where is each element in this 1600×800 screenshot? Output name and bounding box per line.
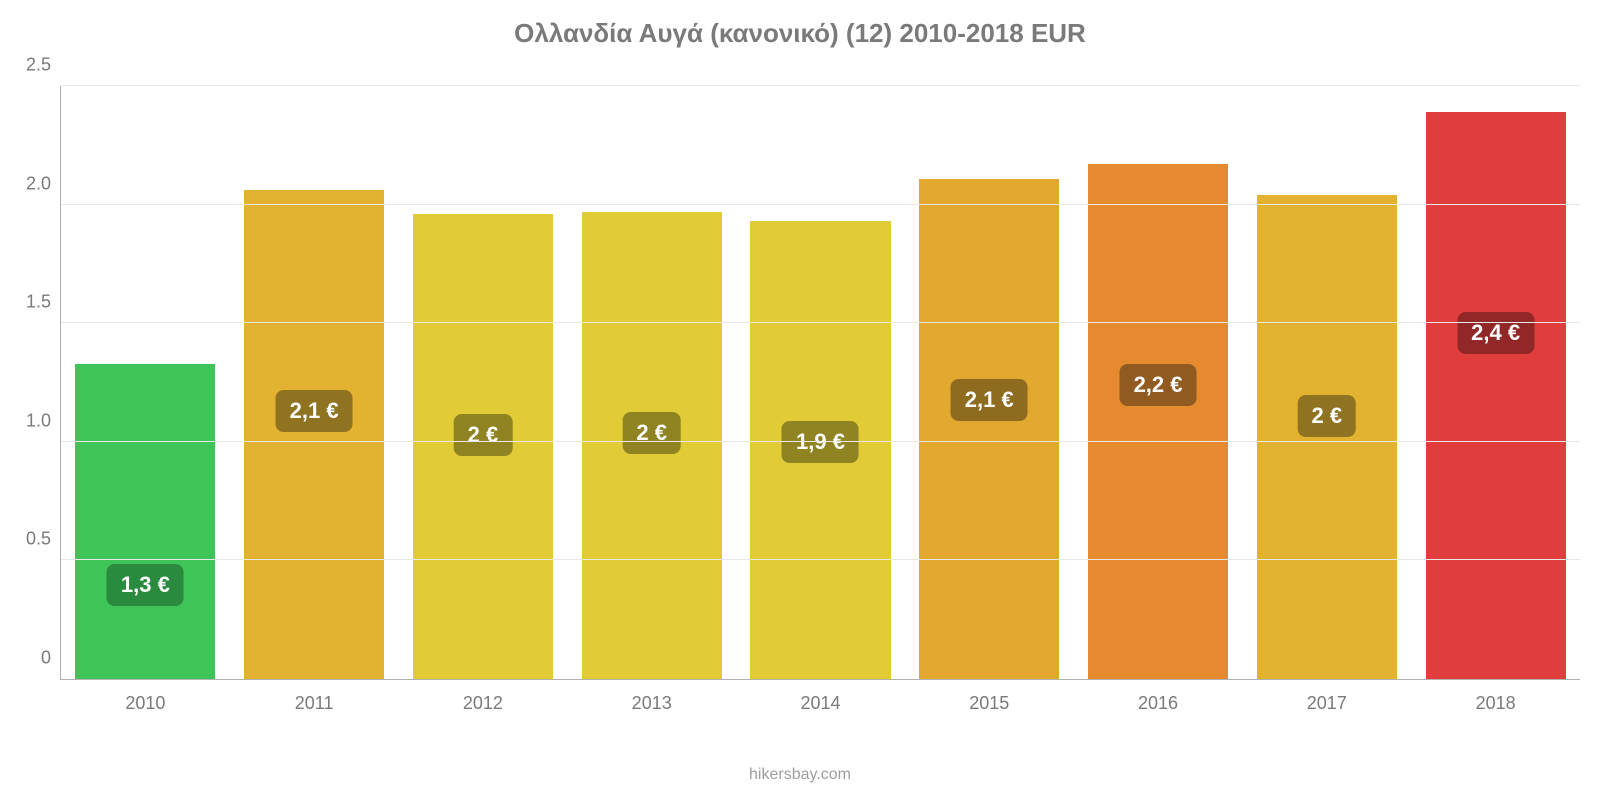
value-badge: 2 € [454, 414, 513, 456]
chart-container: Ολλανδία Αυγά (κανονικό) (12) 2010-2018 … [0, 0, 1600, 800]
y-tick-label: 1.0 [26, 410, 61, 431]
bar: 1,3 € [75, 364, 215, 679]
bar-slot: 2,2 €2016 [1074, 86, 1243, 679]
x-tick-label: 2017 [1307, 679, 1347, 714]
bar: 2,2 € [1088, 164, 1228, 679]
y-tick-label: 0.5 [26, 529, 61, 550]
x-tick-label: 2011 [295, 679, 334, 714]
gridline [61, 85, 1580, 86]
value-badge: 1,9 € [782, 421, 859, 463]
value-badge: 2 € [1298, 395, 1357, 437]
x-tick-label: 2018 [1476, 679, 1516, 714]
gridline [61, 322, 1580, 323]
x-tick-label: 2015 [969, 679, 1009, 714]
x-tick-label: 2014 [800, 679, 840, 714]
attribution-text: hikersbay.com [0, 766, 1600, 784]
x-tick-label: 2010 [125, 679, 165, 714]
bar-slot: 2 €2012 [399, 86, 568, 679]
chart-title: Ολλανδία Αυγά (κανονικό) (12) 2010-2018 … [0, 18, 1600, 49]
value-badge: 1,3 € [107, 564, 184, 606]
value-badge: 2,4 € [1457, 312, 1534, 354]
bar: 2 € [582, 212, 722, 679]
bars-layer: 1,3 €20102,1 €20112 €20122 €20131,9 €201… [61, 86, 1580, 679]
value-badge: 2,1 € [951, 379, 1028, 421]
bar-slot: 2,1 €2011 [230, 86, 399, 679]
value-badge: 2 € [622, 412, 681, 454]
bar: 2 € [413, 214, 553, 679]
bar-slot: 2 €2013 [567, 86, 736, 679]
value-badge: 2,2 € [1120, 364, 1197, 406]
bar-slot: 2 €2017 [1242, 86, 1411, 679]
bar-slot: 1,9 €2014 [736, 86, 905, 679]
x-tick-label: 2012 [463, 679, 503, 714]
bar: 1,9 € [750, 221, 890, 679]
y-tick-label: 1.5 [26, 292, 61, 313]
x-tick-label: 2013 [632, 679, 672, 714]
y-tick-label: 2.5 [26, 55, 61, 76]
bar-slot: 2,1 €2015 [905, 86, 1074, 679]
gridline [61, 441, 1580, 442]
bar: 2,1 € [244, 190, 384, 679]
bar: 2,4 € [1426, 112, 1566, 679]
y-tick-label: 2.0 [26, 173, 61, 194]
plot-area: 1,3 €20102,1 €20112 €20122 €20131,9 €201… [60, 86, 1580, 680]
bar: 2,1 € [919, 179, 1059, 679]
y-tick-label: 0 [41, 648, 61, 669]
x-tick-label: 2016 [1138, 679, 1178, 714]
bar-slot: 1,3 €2010 [61, 86, 230, 679]
gridline [61, 559, 1580, 560]
bar-slot: 2,4 €2018 [1411, 86, 1580, 679]
bar: 2 € [1257, 195, 1397, 679]
value-badge: 2,1 € [276, 390, 353, 432]
gridline [61, 204, 1580, 205]
